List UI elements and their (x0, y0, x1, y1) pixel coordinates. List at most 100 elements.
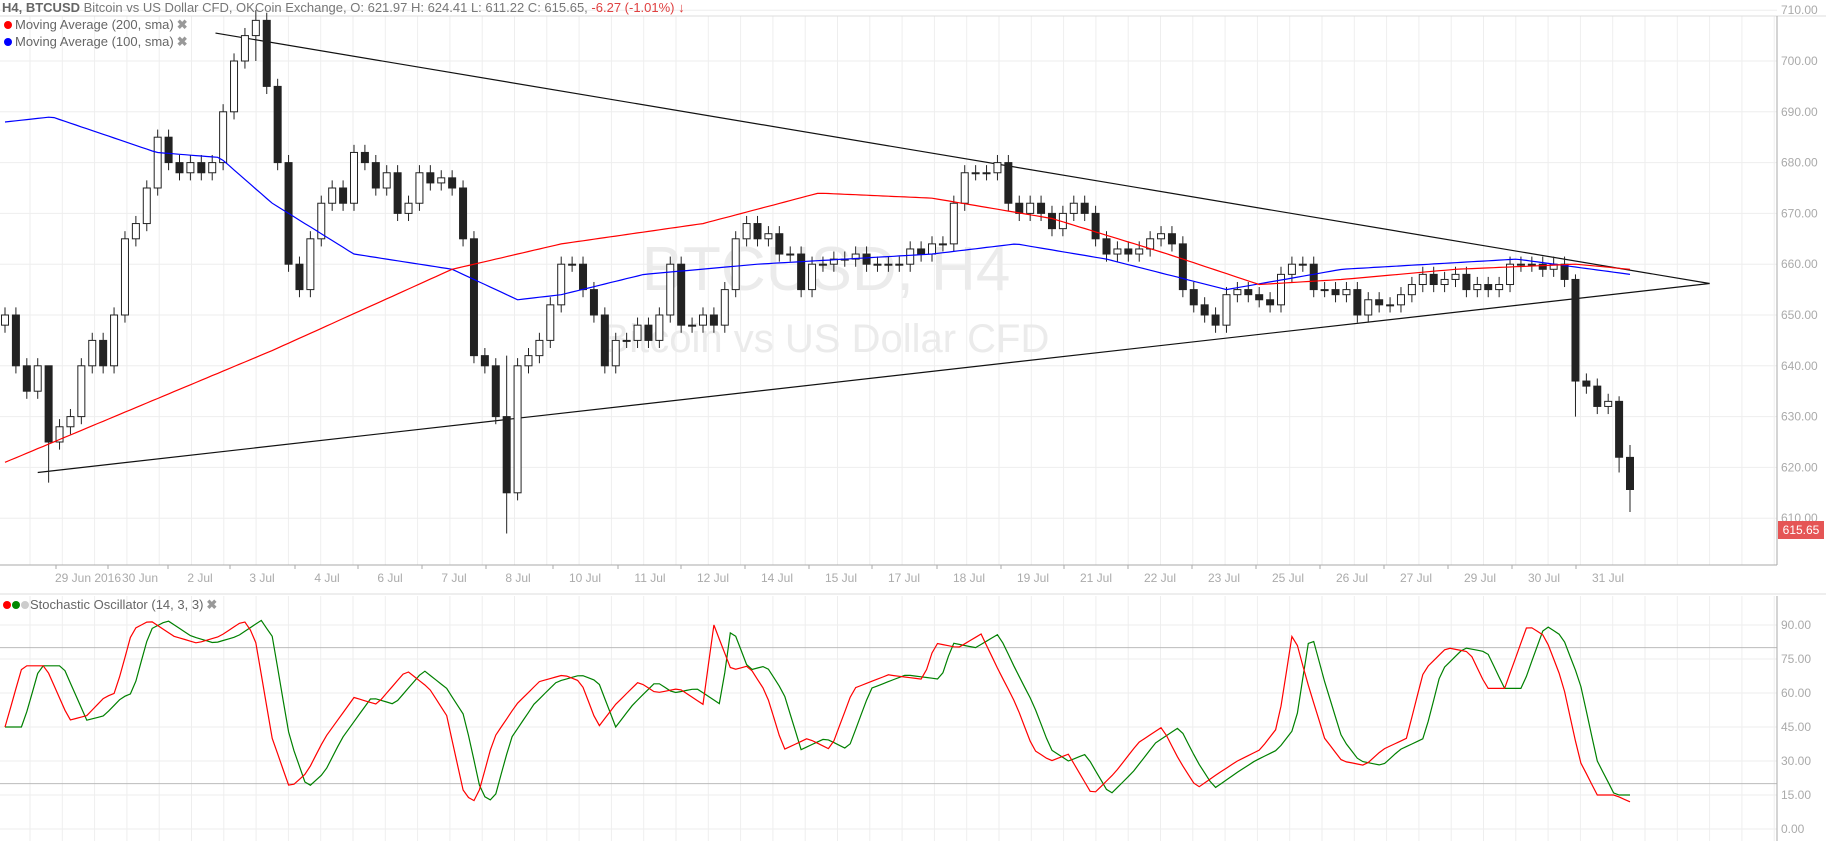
candle (459, 180, 468, 247)
time-axis-label: 4 Jul (314, 571, 339, 585)
time-axis-label: 23 Jul (1208, 571, 1240, 585)
candle-body (1287, 263, 1296, 275)
candle (775, 226, 784, 262)
time-axis-label: 25 Jul (1272, 571, 1304, 585)
candle-body (1451, 273, 1460, 280)
candle-body (1593, 385, 1602, 407)
candle-body (1080, 202, 1089, 214)
candle-body (349, 151, 358, 204)
candle-body (240, 35, 249, 62)
candle-body (1364, 299, 1373, 316)
candle-body (153, 136, 162, 189)
price-axis-label: 640.00 (1781, 359, 1818, 373)
candle-body (33, 365, 42, 392)
price-change: -6.27 (-1.01%) ↓ (591, 0, 685, 15)
candle-body (1266, 299, 1275, 306)
time-axis-label: 26 Jul (1336, 571, 1368, 585)
price-axis-label: 670.00 (1781, 206, 1818, 220)
candle-body (120, 238, 129, 316)
candle (1069, 195, 1078, 222)
candle (786, 246, 795, 262)
candle (371, 154, 380, 196)
candle-body (1233, 289, 1242, 296)
candle-body (568, 263, 577, 266)
candle-body (622, 339, 631, 342)
candle (1582, 373, 1591, 394)
candle-body (437, 177, 446, 184)
candle (709, 307, 718, 333)
candle (1298, 256, 1307, 272)
candle-body (753, 223, 762, 240)
candle-body (491, 365, 500, 418)
candle (917, 241, 926, 262)
candle-body (1429, 273, 1438, 286)
candle-body (262, 19, 271, 87)
candle (808, 256, 817, 298)
remove-ma200-icon[interactable]: ✖ (176, 17, 188, 32)
candle-body (469, 238, 478, 357)
candle-body (110, 314, 119, 367)
candle (568, 256, 577, 272)
candle (677, 256, 686, 333)
last-price-tag: 615.65 (1778, 521, 1824, 539)
candle (633, 317, 642, 349)
candle-body (1, 314, 9, 326)
candle (1462, 266, 1471, 298)
candle-body (1157, 233, 1166, 240)
stoch-axis-label: 60.00 (1781, 686, 1811, 700)
candle-body (524, 355, 533, 367)
candle-body (611, 339, 620, 367)
candle-body (197, 162, 206, 174)
candle (339, 180, 348, 211)
candle (1516, 256, 1525, 272)
time-axis-label: 12 Jul (697, 571, 729, 585)
candle (731, 231, 740, 298)
candle (415, 165, 424, 211)
candle-body (1069, 202, 1078, 214)
candle-body (295, 263, 304, 291)
candle-body (764, 233, 773, 240)
candle (589, 281, 598, 323)
candle (273, 78, 282, 171)
candle (153, 129, 162, 196)
candle-body (44, 365, 53, 443)
candle-body (393, 172, 402, 214)
candle (306, 231, 315, 298)
trendline-lower (37, 282, 1710, 474)
candle-body (1462, 273, 1471, 291)
remove-ma100-icon[interactable]: ✖ (176, 34, 188, 49)
candle-body (862, 253, 871, 265)
candle (44, 365, 53, 483)
candle (862, 246, 871, 272)
time-axis-label: 11 Jul (634, 571, 665, 585)
time-axis-label: 17 Jul (888, 571, 920, 585)
candle-body (579, 263, 588, 291)
candle-body (66, 416, 75, 428)
legend-ma100-label: Moving Average (100, sma) (15, 34, 174, 49)
candle (88, 332, 97, 374)
candle (1146, 231, 1155, 257)
candle-body (1102, 238, 1111, 255)
candle (884, 256, 893, 272)
candle (1113, 241, 1122, 262)
candle-body (1375, 299, 1384, 306)
candle-body (818, 263, 827, 266)
candle (240, 27, 249, 69)
candle-body (971, 172, 980, 175)
time-axis-label: 15 Jul (825, 571, 857, 585)
legend-stoch: Stochastic Oscillator (14, 3, 3) ✖ (3, 597, 217, 613)
candle (753, 215, 762, 247)
candle (666, 256, 675, 323)
candle (219, 104, 228, 171)
candle-body (917, 248, 926, 255)
legend-ma200-label: Moving Average (200, sma) (15, 17, 174, 32)
candle-body (1113, 248, 1122, 255)
candle-body (186, 162, 195, 174)
candle-body (1004, 162, 1013, 204)
candle-body (88, 339, 97, 367)
remove-stoch-icon[interactable]: ✖ (206, 597, 218, 612)
candle (938, 236, 947, 252)
candle-body (219, 111, 228, 164)
candle-body (677, 263, 686, 326)
